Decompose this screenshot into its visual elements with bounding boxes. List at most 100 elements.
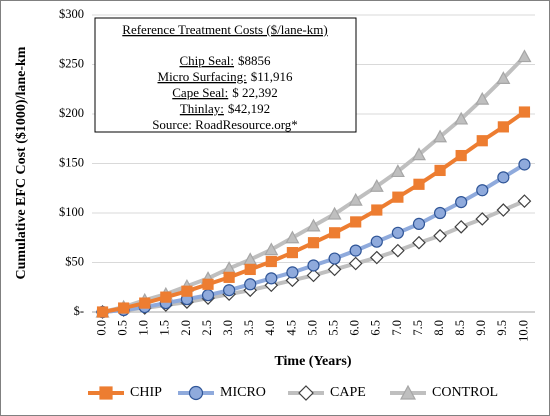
annotation-label: Micro Surfacing: bbox=[158, 69, 247, 84]
data-point bbox=[349, 244, 362, 257]
x-tick-label: 7.5 bbox=[411, 320, 425, 336]
x-tick-label: 8.0 bbox=[432, 320, 446, 336]
data-point bbox=[517, 49, 532, 63]
y-tick-label: $100 bbox=[59, 205, 84, 219]
data-point bbox=[244, 263, 256, 276]
data-point bbox=[433, 129, 448, 143]
data-point bbox=[475, 91, 490, 105]
data-point bbox=[412, 217, 426, 230]
x-tick-label: 6.0 bbox=[348, 320, 362, 336]
plot-area: $- $50 $100 $150 $200 $250 $300 0.0 0.5 1.0 1.5 2.0… bbox=[59, 7, 535, 342]
data-point bbox=[265, 255, 277, 268]
data-point bbox=[433, 206, 447, 220]
annotation-value: $8856 bbox=[238, 53, 271, 68]
x-tick-label: 3.0 bbox=[221, 320, 235, 336]
data-point bbox=[139, 297, 151, 309]
data-point bbox=[412, 235, 426, 250]
x-tick-label: 3.5 bbox=[242, 320, 256, 336]
annotation-box bbox=[94, 17, 357, 133]
data-point bbox=[202, 278, 214, 290]
data-point bbox=[413, 178, 425, 190]
data-point bbox=[496, 71, 511, 84]
annotation-line: Cape Seal: $ 22,392 bbox=[172, 85, 277, 100]
x-tick-label: 5.0 bbox=[305, 320, 319, 336]
data-point bbox=[118, 302, 130, 314]
data-point bbox=[350, 216, 362, 228]
annotation-line: Thinlay: $42,192 bbox=[180, 101, 270, 116]
data-point bbox=[370, 235, 383, 248]
data-point bbox=[348, 256, 363, 271]
legend: CHIP MICRO CAPE CONTROL bbox=[88, 384, 498, 401]
data-point bbox=[433, 228, 447, 243]
data-point bbox=[244, 278, 257, 291]
data-point bbox=[411, 147, 426, 161]
legend-label: CAPE bbox=[330, 385, 366, 400]
annotation-line: Micro Surfacing: $11,916 bbox=[158, 69, 293, 84]
x-tick-label: 9.0 bbox=[474, 320, 488, 336]
data-point bbox=[518, 158, 531, 171]
x-tick-label: 4.5 bbox=[284, 320, 298, 336]
y-tick-label: $- bbox=[74, 304, 84, 318]
y-axis-title: Cumulative EFC Cost ($1000)/lane-km bbox=[14, 46, 29, 279]
data-point bbox=[369, 250, 384, 265]
legend-label: CHIP bbox=[130, 385, 162, 400]
data-point bbox=[455, 196, 468, 209]
data-point bbox=[371, 204, 383, 216]
data-point bbox=[497, 121, 509, 133]
x-tick-label: 7.0 bbox=[390, 320, 404, 336]
legend-label: MICRO bbox=[220, 385, 266, 400]
data-point bbox=[348, 192, 363, 206]
data-point bbox=[160, 291, 172, 303]
annotation-source: Source: RoadResource.org* bbox=[152, 117, 298, 132]
annotation-value: $11,916 bbox=[251, 69, 293, 84]
annotation-title: Reference Treatment Costs ($/lane-km) bbox=[122, 22, 327, 37]
data-point bbox=[306, 268, 321, 283]
data-point bbox=[307, 237, 320, 249]
legend-marker bbox=[298, 385, 314, 401]
data-point bbox=[455, 149, 467, 162]
y-tick-label: $50 bbox=[65, 254, 84, 268]
legend-label: CONTROL bbox=[432, 385, 498, 400]
x-tick-label: 2.5 bbox=[200, 320, 214, 336]
data-point bbox=[223, 284, 236, 297]
annotation-label: Chip Seal: bbox=[179, 53, 234, 68]
data-point bbox=[496, 203, 511, 217]
x-tick-label: 10.0 bbox=[516, 320, 530, 342]
x-tick-label: 0.0 bbox=[94, 320, 108, 336]
x-tick-label: 1.5 bbox=[158, 320, 172, 336]
data-point bbox=[369, 179, 384, 192]
data-point bbox=[327, 206, 342, 220]
data-point bbox=[201, 289, 215, 302]
annotation-label: Thinlay: bbox=[180, 101, 224, 116]
data-point bbox=[181, 285, 193, 297]
data-point bbox=[306, 218, 321, 232]
legend-marker bbox=[188, 385, 204, 401]
x-tick-label: 0.5 bbox=[116, 320, 130, 336]
x-tick-label: 4.0 bbox=[263, 320, 277, 336]
data-point bbox=[286, 247, 299, 259]
data-point bbox=[476, 184, 489, 197]
legend-marker bbox=[99, 386, 113, 400]
legend-marker bbox=[399, 384, 417, 400]
data-point bbox=[476, 135, 488, 147]
annotation-value: $ 22,392 bbox=[232, 85, 278, 100]
data-point bbox=[454, 220, 469, 234]
x-tick-label: 1.0 bbox=[137, 320, 151, 336]
x-tick-label: 6.5 bbox=[369, 320, 383, 336]
x-tick-label: 9.5 bbox=[495, 320, 509, 336]
data-point bbox=[390, 164, 405, 178]
y-tick-label: $300 bbox=[59, 7, 84, 21]
annotation-value: $42,192 bbox=[228, 101, 270, 116]
data-point bbox=[327, 262, 342, 277]
data-point bbox=[391, 226, 404, 239]
data-point bbox=[307, 259, 320, 272]
data-point bbox=[497, 171, 510, 184]
y-tick-label: $150 bbox=[59, 155, 84, 169]
data-point bbox=[264, 242, 279, 256]
data-point bbox=[518, 106, 531, 118]
x-tick-label: 2.0 bbox=[179, 320, 193, 336]
data-point bbox=[454, 111, 469, 125]
data-point bbox=[392, 191, 404, 203]
